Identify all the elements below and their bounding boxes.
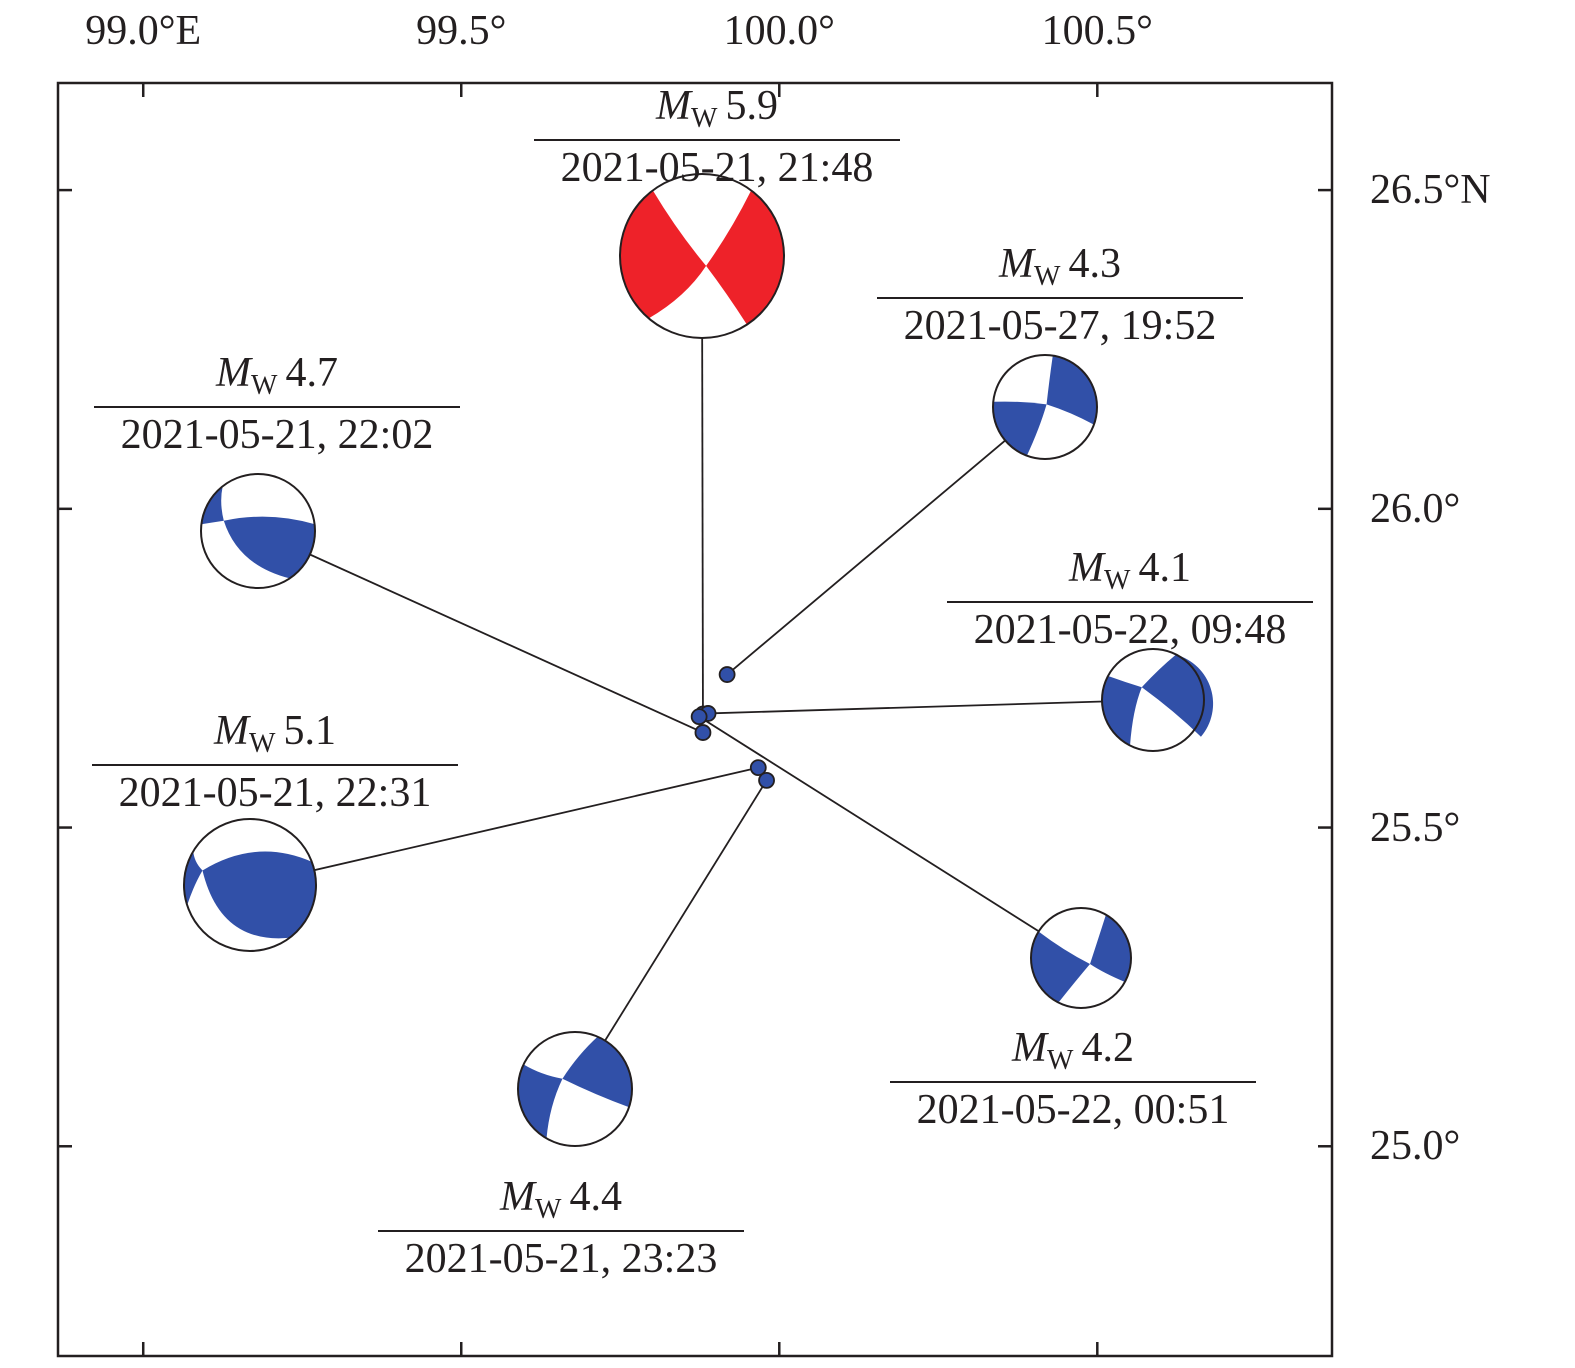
compressional-quadrant (184, 850, 203, 905)
epicenter-marker (758, 771, 775, 789)
magnitude-label: MW 5.1 (92, 710, 458, 764)
connector-line-e42 (698, 715, 1082, 959)
epicenter-marker (690, 708, 708, 726)
magnitude-value: 4.4 (569, 1174, 622, 1220)
event-datetime: 2021-05-22, 09:48 (973, 607, 1287, 653)
connector-line-e44 (574, 779, 768, 1090)
beachball-outline (1100, 647, 1206, 753)
compressional-quadrant (1090, 914, 1132, 982)
magnitude-subscript: W (1034, 261, 1061, 292)
event-label-e59: MW 5.9 2021-05-21, 21:48 (534, 85, 900, 189)
event-datetime: 2021-05-21, 21:48 (560, 145, 874, 191)
connector-line-e43 (726, 406, 1046, 676)
label-divider (890, 1081, 1256, 1083)
epicenter-marker (718, 666, 736, 683)
lon-tick-label: 99.0°E (85, 8, 202, 54)
magnitude-subscript: W (691, 103, 718, 134)
map-border (56, 81, 1334, 1358)
compressional-quadrant (202, 851, 317, 939)
magnitude-label: MW 4.4 (378, 1176, 744, 1230)
event-label-e43: MW 4.3 2021-05-27, 19:52 (877, 243, 1243, 347)
magnitude-subscript: W (1104, 565, 1131, 596)
beachball-e59 (619, 173, 785, 339)
magnitude-symbol: M (500, 1174, 536, 1220)
magnitude-symbol: M (1069, 545, 1105, 591)
magnitude-symbol: M (214, 708, 250, 754)
lat-tick-label: 25.5° (1370, 804, 1461, 851)
lat-tick-label: 26.5°N (1370, 167, 1491, 214)
magnitude-symbol: M (1012, 1025, 1048, 1071)
event-datetime: 2021-05-22, 00:51 (916, 1087, 1230, 1133)
magnitude-label: MW 5.9 (534, 85, 900, 139)
lat-tick-label: 25.0° (1370, 1123, 1461, 1170)
magnitude-symbol: M (216, 350, 252, 396)
beachball-e41 (1100, 647, 1214, 753)
lon-tick-label: 100.0° (723, 8, 835, 54)
beachball-outline (619, 173, 785, 339)
compressional-quadrant (993, 401, 1047, 456)
beachball-e42 (1030, 907, 1132, 1009)
magnitude-value: 4.7 (285, 350, 338, 396)
magnitude-value: 4.3 (1068, 241, 1121, 287)
magnitude-value: 4.2 (1081, 1025, 1134, 1071)
event-datetime: 2021-05-21, 22:02 (120, 412, 434, 458)
label-divider (378, 1230, 744, 1232)
beachball-outline (992, 354, 1098, 460)
event-label-e44: MW 4.4 2021-05-21, 23:23 (378, 1176, 744, 1280)
compressional-quadrant (223, 516, 315, 579)
magnitude-label: MW 4.7 (94, 352, 460, 406)
beachball-e51 (183, 818, 317, 952)
magnitude-label: MW 4.1 (947, 547, 1313, 601)
magnitude-subscript: W (251, 370, 278, 401)
lat-tick-label: 26.0° (1370, 485, 1461, 532)
beachball-outline (517, 1031, 633, 1147)
beachball-outline (183, 818, 317, 952)
compressional-quadrant (562, 1036, 633, 1108)
label-divider (534, 139, 900, 141)
event-datetime: 2021-05-21, 22:31 (118, 770, 432, 816)
label-divider (877, 297, 1243, 299)
beachball-outline (200, 473, 316, 589)
compressional-quadrant (619, 190, 707, 319)
event-label-e51: MW 5.1 2021-05-21, 22:31 (92, 710, 458, 814)
lon-tick-label: 100.5° (1041, 8, 1153, 54)
lon-tick-label: 99.5° (416, 8, 507, 54)
compressional-quadrant (202, 486, 224, 525)
magnitude-subscript: W (249, 728, 276, 759)
label-divider (92, 764, 458, 766)
magnitude-subscript: W (535, 1194, 562, 1225)
connector-line-e41 (708, 699, 1154, 715)
event-datetime: 2021-05-27, 19:52 (903, 303, 1217, 349)
compressional-quadrant (706, 190, 785, 325)
beachball-e44 (517, 1031, 633, 1147)
compressional-quadrant (1102, 676, 1142, 746)
label-divider (94, 406, 460, 408)
beachball-e43 (992, 354, 1098, 460)
beachball-outline (1030, 907, 1132, 1009)
magnitude-value: 5.9 (725, 83, 778, 129)
beachball-e47 (200, 473, 316, 589)
label-divider (947, 601, 1313, 603)
compressional-quadrant (1141, 654, 1214, 737)
magnitude-symbol: M (656, 83, 692, 129)
magnitude-subscript: W (1047, 1045, 1074, 1076)
event-datetime: 2021-05-21, 23:23 (404, 1236, 718, 1282)
event-label-e47: MW 4.7 2021-05-21, 22:02 (94, 352, 460, 456)
compressional-quadrant (1030, 931, 1090, 1003)
magnitude-label: MW 4.3 (877, 243, 1243, 297)
event-label-e42: MW 4.2 2021-05-22, 00:51 (890, 1027, 1256, 1131)
compressional-quadrant (518, 1064, 563, 1139)
epicenter-marker (694, 724, 712, 741)
magnitude-value: 5.1 (283, 708, 336, 754)
epicenter-marker (749, 759, 767, 777)
connector-line-e47 (257, 530, 704, 734)
event-label-e41: MW 4.1 2021-05-22, 09:48 (947, 547, 1313, 651)
magnitude-value: 4.1 (1138, 545, 1191, 591)
magnitude-symbol: M (999, 241, 1035, 287)
compressional-quadrant (1046, 355, 1098, 425)
magnitude-label: MW 4.2 (890, 1027, 1256, 1081)
connector-line-e51 (249, 766, 759, 886)
